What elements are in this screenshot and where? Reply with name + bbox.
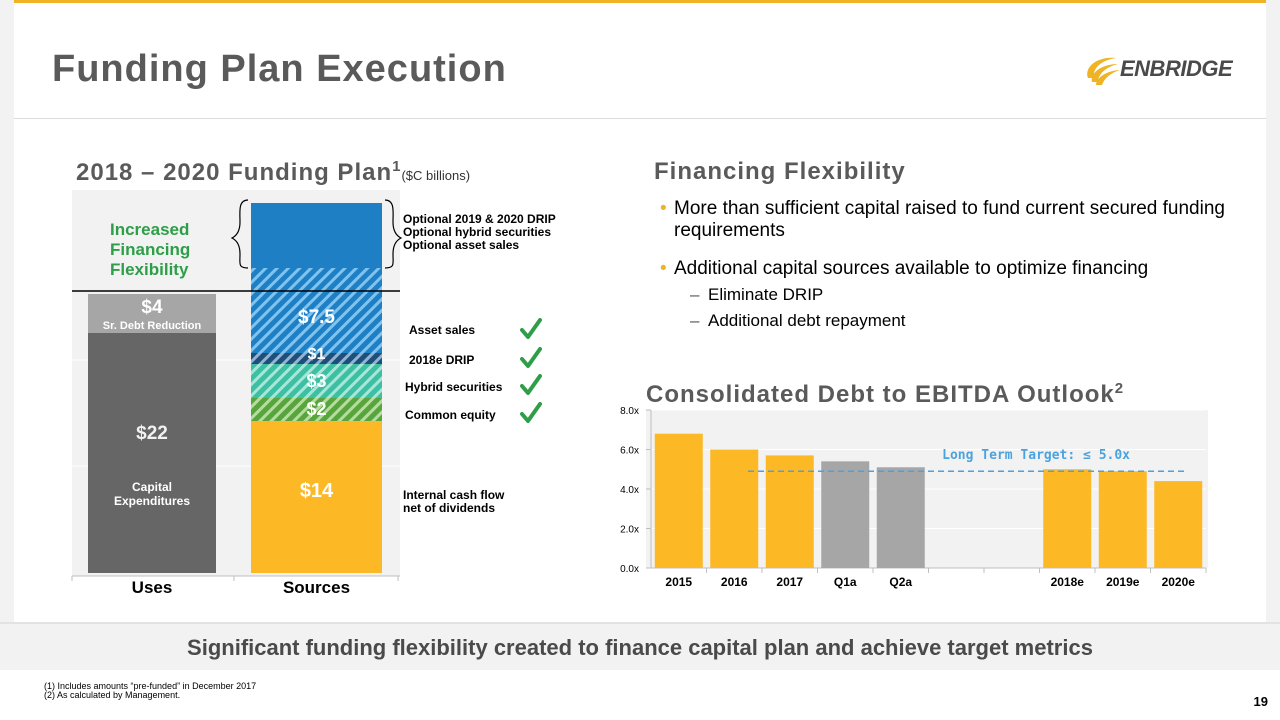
- bullet-item: Additional capital sources available to …: [660, 258, 1240, 280]
- bar-sr-debt-reduction: [88, 294, 216, 333]
- checkmark-icon: [520, 347, 542, 368]
- left-brace: [230, 199, 249, 269]
- checkmark-icon: [520, 402, 542, 423]
- sub-bullet-item: Eliminate DRIP: [660, 284, 1240, 306]
- debt-bar-2018e: [1043, 469, 1092, 568]
- right-brace: [384, 199, 403, 269]
- cash-flow-line-1: Internal cash flow: [403, 488, 505, 502]
- enbridge-logo: ENBRIDGE: [1082, 52, 1242, 88]
- debt-x-label: 2018e: [1051, 575, 1085, 589]
- debt-bar-2019e: [1098, 471, 1147, 568]
- title-divider: [14, 118, 1266, 119]
- label-asset-sales-value: $7.5: [298, 307, 335, 328]
- bar-optional-solid: [251, 203, 382, 268]
- debt-x-label: 2017: [776, 575, 803, 589]
- summary-banner: Significant funding flexibility created …: [0, 622, 1280, 670]
- debt-x-label: Q1a: [834, 575, 857, 589]
- debt-y-tick-label: 6.0x: [620, 446, 639, 457]
- capex-name-line-1: Capital: [131, 480, 172, 494]
- bar-asset-sales: [251, 294, 382, 353]
- bar-hybrid-securities: [251, 364, 382, 398]
- page-number: 19: [1253, 694, 1268, 709]
- label-sr-debt-name: Sr. Debt Reduction: [102, 320, 202, 332]
- optional-item-hybrid: Optional hybrid securities: [403, 225, 552, 239]
- financing-flexibility-bullets: More than sufficient capital raised to f…: [660, 198, 1240, 332]
- label-capex-value: $22: [136, 423, 168, 444]
- debt-bar-2015: [654, 433, 703, 568]
- funding-plan-heading-text: 2018 – 2020 Funding Plan: [76, 159, 393, 186]
- debt-y-tick-label: 0.0x: [620, 564, 639, 575]
- annot-internal-cash-flow: Internal cash flow net of dividends: [403, 489, 504, 515]
- debt-y-tick-label: 4.0x: [620, 485, 639, 496]
- label-sr-debt-value: $4: [141, 297, 163, 318]
- sub-bullet-item: Additional debt repayment: [660, 310, 1240, 332]
- optional-items-list: Optional 2019 & 2020 DRIP Optional hybri…: [403, 213, 556, 252]
- label-cash-flow-value: $14: [299, 480, 334, 502]
- funding-plan-units: ($C billions): [401, 168, 471, 183]
- bar-internal-cash-flow: [251, 421, 382, 573]
- checkmark-icon: [520, 374, 542, 395]
- annot-hybrid-securities: Hybrid securities: [405, 380, 503, 394]
- debt-ebitda-heading-text: Consolidated Debt to EBITDA Outlook: [646, 381, 1115, 408]
- enbridge-swirl-icon: [1087, 57, 1120, 85]
- top-accent-bar: [0, 0, 1280, 6]
- debt-bar-q1a: [821, 461, 870, 568]
- funding-plan-heading: 2018 – 2020 Funding Plan1($C billions): [76, 158, 470, 187]
- debt-bar-2017: [765, 455, 814, 568]
- debt-y-tick-label: 2.0x: [620, 525, 639, 536]
- annot-2018e-drip: 2018e DRIP: [409, 353, 475, 367]
- funding-plan-footnote-ref: 1: [392, 158, 402, 175]
- left-frame: [0, 0, 14, 622]
- annot-asset-sales: Asset sales: [409, 323, 476, 337]
- financing-flexibility-heading: Financing Flexibility: [654, 158, 906, 185]
- bar-common-equity: [251, 398, 382, 421]
- increased-flexibility-line-1: Increased: [110, 220, 190, 239]
- right-frame: [1266, 0, 1280, 622]
- checkmark-icon: [520, 318, 542, 339]
- bar-2018e-drip: [251, 353, 382, 364]
- debt-x-label: Q2a: [889, 575, 912, 589]
- debt-bar-2016: [710, 449, 759, 568]
- x-label-uses: Uses: [131, 578, 173, 597]
- debt-ebitda-footnote-ref: 2: [1114, 380, 1125, 397]
- bar-capital-expenditures: [88, 333, 216, 573]
- cash-flow-line-2: net of dividends: [403, 501, 496, 515]
- footnote-1: (1) Includes amounts “pre-funded” in Dec…: [44, 681, 257, 691]
- footnote-2: (2) As calculated by Management.: [44, 690, 181, 700]
- bullet-item: More than sufficient capital raised to f…: [660, 198, 1240, 242]
- label-hybrid-value: $3: [306, 371, 327, 391]
- x-label-sources: Sources: [282, 578, 351, 597]
- capex-name-line-2: Expenditures: [113, 494, 191, 508]
- debt-y-tick-label: 8.0x: [620, 406, 639, 417]
- target-label: Long Term Target: ≤ 5.0x: [942, 448, 1130, 463]
- debt-x-label: 2019e: [1106, 575, 1140, 589]
- optional-item-asset-sales: Optional asset sales: [403, 238, 520, 252]
- optional-item-drip: Optional 2019 & 2020 DRIP: [403, 212, 556, 226]
- debt-x-label: 2020e: [1162, 575, 1196, 589]
- debt-ebitda-heading: Consolidated Debt to EBITDA Outlook2: [646, 380, 1124, 409]
- page-title: Funding Plan Execution: [52, 48, 507, 90]
- debt-x-label: 2015: [665, 575, 692, 589]
- debt-bar-q2a: [876, 467, 925, 568]
- debt-bar-2020e: [1154, 481, 1203, 568]
- increased-flexibility-label: Increased Financing Flexibility: [110, 220, 190, 280]
- bar-optional-hatched: [251, 268, 382, 294]
- label-drip-value: $1: [307, 346, 326, 363]
- label-common-equity-value: $2: [306, 399, 327, 419]
- increased-flexibility-line-3: Flexibility: [110, 260, 189, 279]
- label-capex-name: Capital Expenditures: [88, 480, 216, 508]
- increased-flexibility-line-2: Financing: [110, 240, 191, 259]
- summary-banner-text: Significant funding flexibility created …: [187, 635, 1093, 660]
- debt-x-label: 2016: [721, 575, 748, 589]
- logo-wordmark: ENBRIDGE: [1120, 56, 1233, 81]
- annot-common-equity: Common equity: [405, 408, 496, 422]
